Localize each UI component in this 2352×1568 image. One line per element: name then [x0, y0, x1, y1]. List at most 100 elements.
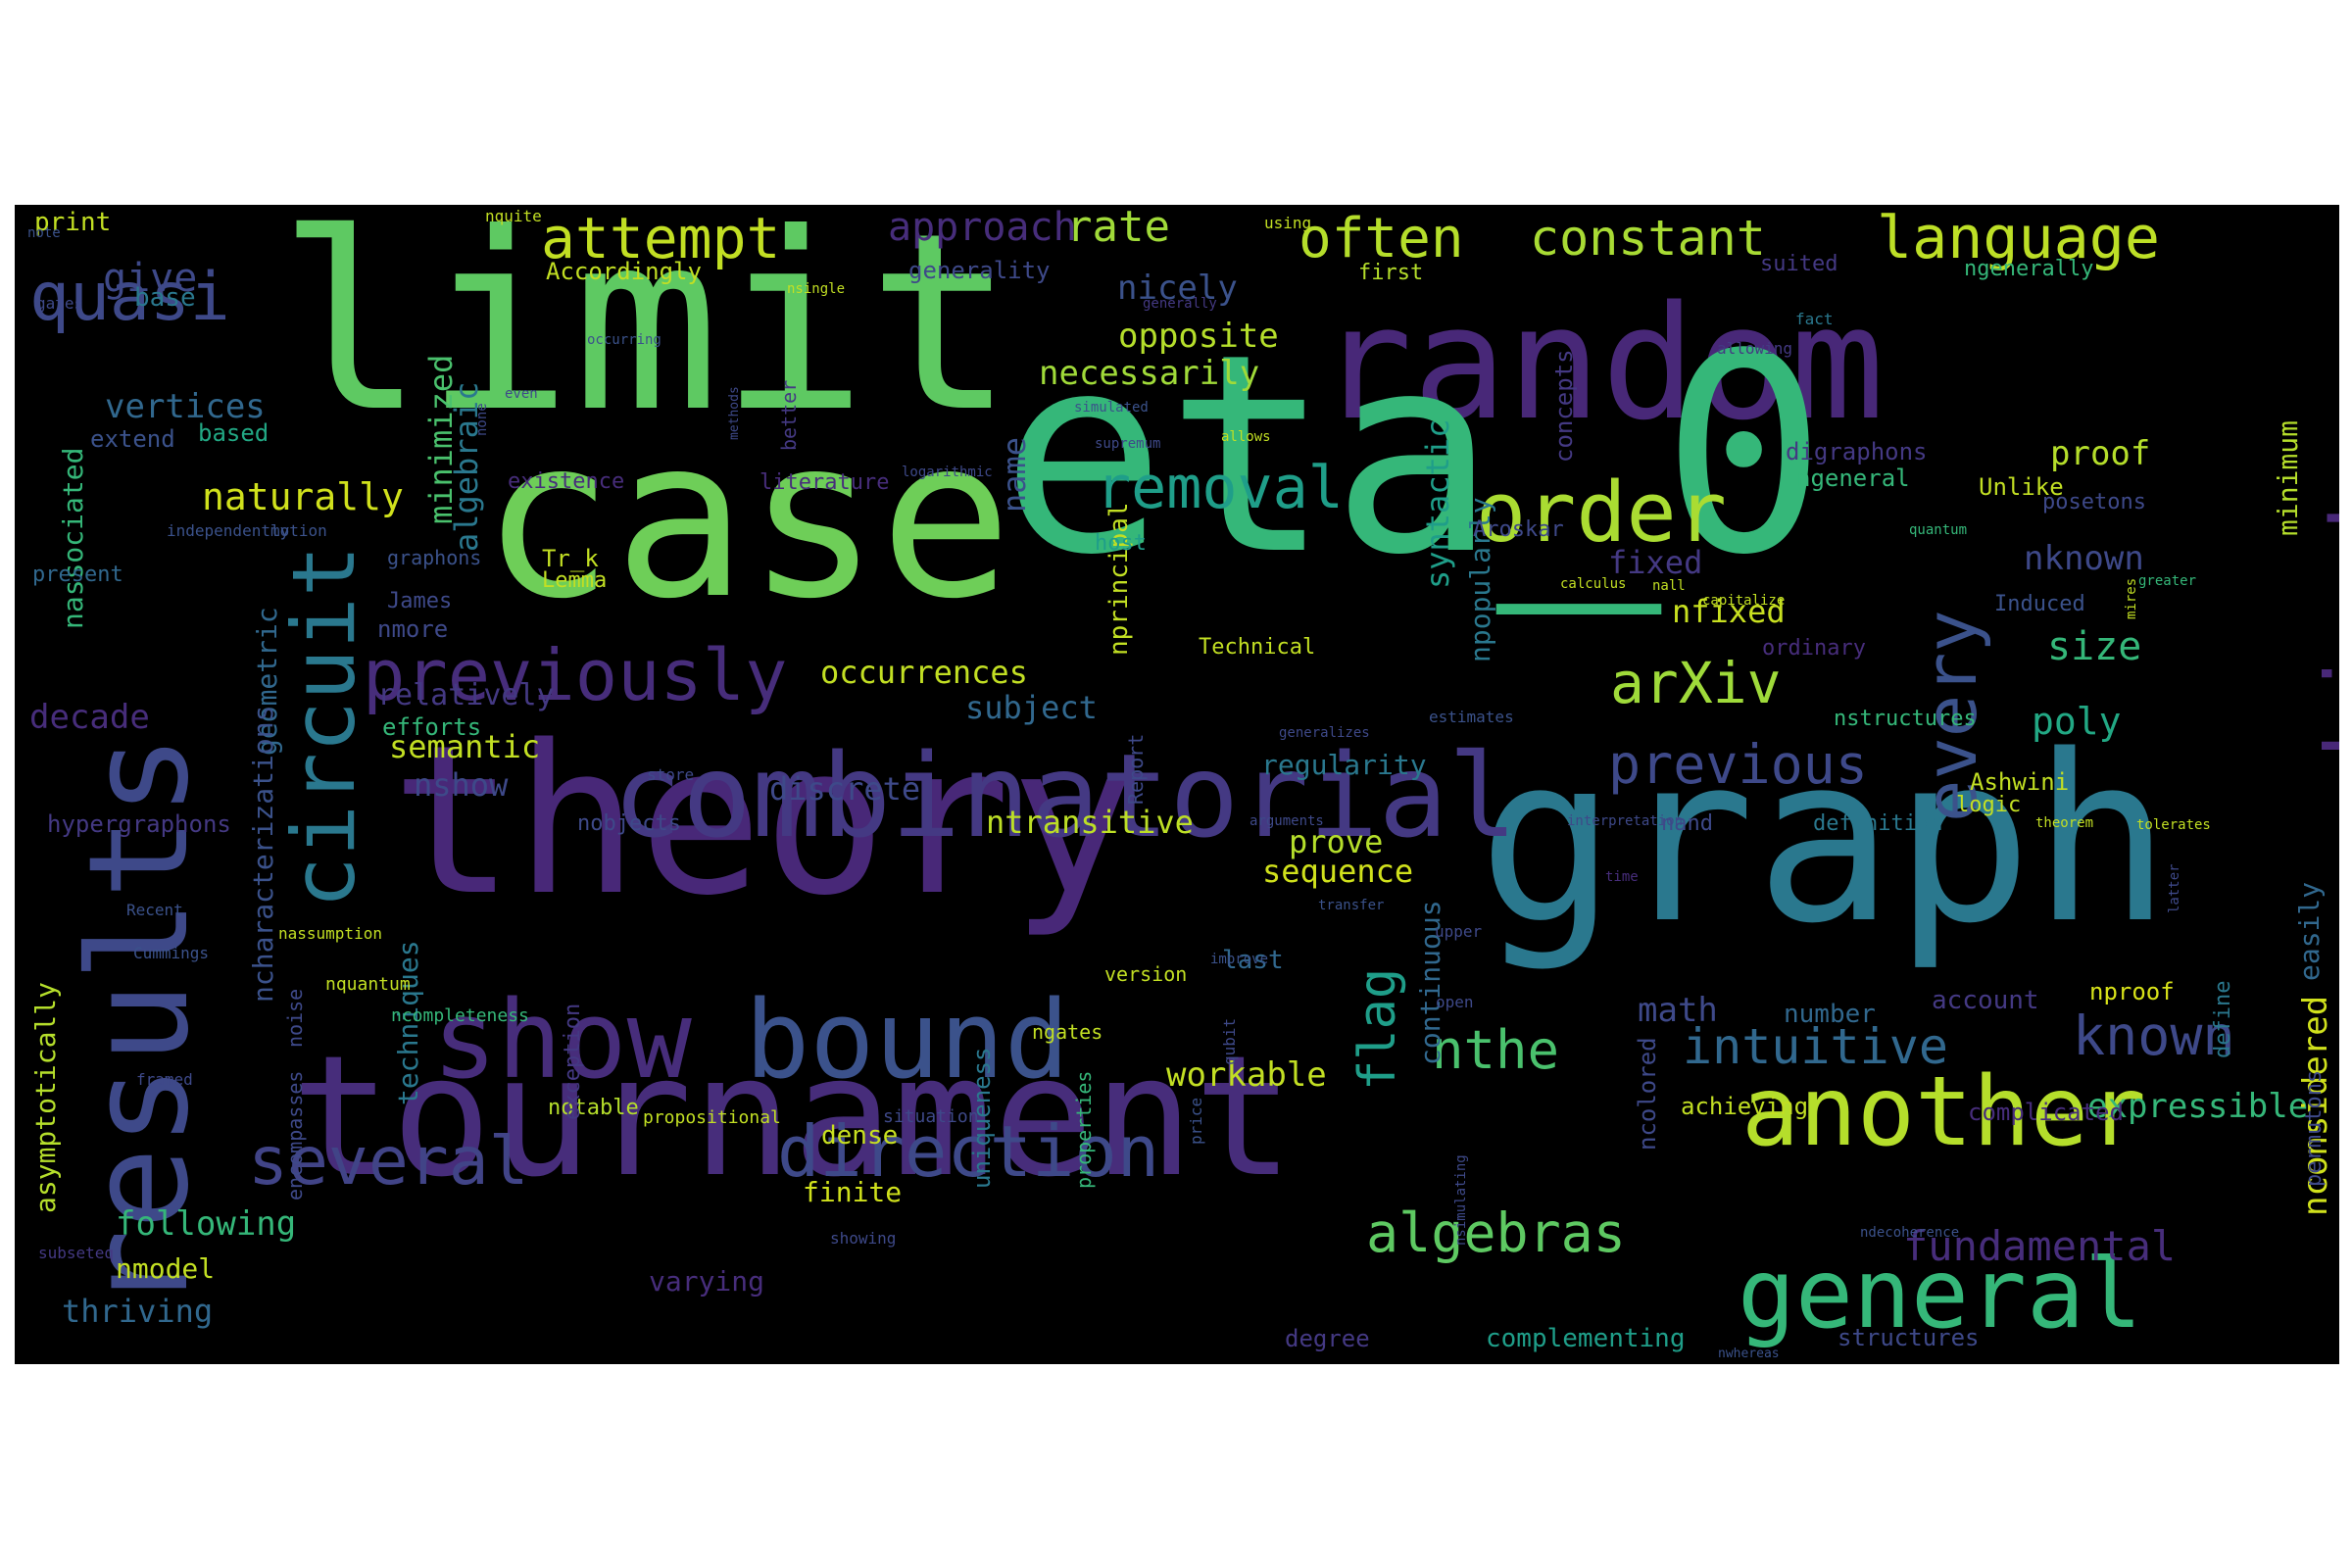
- word-flag: flag: [1348, 967, 1407, 1091]
- word-tournament: tournament: [291, 1020, 1295, 1214]
- word-existence: existence: [508, 469, 625, 494]
- word-accordingly: Accordingly: [546, 258, 702, 285]
- word-opposite: opposite: [1118, 317, 1279, 356]
- word-previous: previous: [1608, 733, 1868, 796]
- word-combinatorial: combinatorial: [612, 728, 1518, 863]
- word-properties: properties: [1072, 1070, 1096, 1189]
- word-nthe: nthe: [1432, 1019, 1560, 1081]
- word-arxiv: arXiv: [1610, 650, 1782, 716]
- word-exception: exception: [561, 1003, 585, 1120]
- word-show: show: [432, 977, 692, 1102]
- word-qubit: qubit: [1220, 1017, 1239, 1065]
- word-nall: nall: [1652, 578, 1686, 594]
- word-simulated: simulated: [1074, 400, 1149, 416]
- word-constant: constant: [1530, 210, 1766, 267]
- word-nquantum: nquantum: [325, 974, 411, 995]
- word-cummings: Cummings: [133, 944, 210, 962]
- word-store: store: [647, 765, 695, 784]
- word-objects: objects: [2307, 432, 2339, 812]
- word-sequence: sequence: [1262, 853, 1414, 890]
- word-structures: structures: [1838, 1324, 1980, 1351]
- word-greater: greater: [2138, 573, 2197, 589]
- word-nsingle: nsingle: [787, 281, 846, 297]
- word-syntactic: syntactic: [1419, 418, 1456, 589]
- word-occurring: occurring: [587, 332, 662, 348]
- word-nproof: nproof: [2089, 978, 2175, 1005]
- word-last: last: [1222, 946, 1284, 975]
- word-logarithmic: logarithmic: [902, 465, 993, 480]
- word-logic: logic: [1956, 793, 2022, 817]
- word-workable: workable: [1166, 1055, 1327, 1095]
- word-extend: extend: [90, 425, 175, 453]
- word-nknown: nknown: [2024, 539, 2144, 578]
- word-independently: independently: [167, 521, 290, 540]
- word-fact: fact: [1795, 310, 1834, 328]
- word-digraphons: digraphons: [1786, 438, 1928, 466]
- word-lemma: Lemma: [542, 568, 608, 593]
- word-previously: previously: [363, 634, 788, 716]
- word-motion: motion: [270, 521, 327, 540]
- word-print: print: [34, 208, 112, 237]
- word-general: general: [1738, 1239, 2143, 1350]
- word-subject: subject: [965, 689, 1098, 726]
- word-upper: upper: [1435, 922, 1483, 941]
- word-arguments: arguments: [1250, 813, 1324, 829]
- word-allows: allows: [1221, 429, 1271, 445]
- word-asymptotically: asymptotically: [29, 981, 62, 1213]
- word-complementing: complementing: [1486, 1324, 1686, 1353]
- word-calculus: calculus: [1560, 576, 1627, 592]
- word-cloud: limit random case eta_0 theory graph tournamen…: [15, 205, 2339, 1364]
- word-number: number: [1784, 1000, 1876, 1029]
- word-encompasses: encompasses: [283, 1070, 307, 1200]
- word-definition: definition: [1813, 811, 1943, 836]
- word-capitalize: capitalize: [1702, 593, 1786, 609]
- word-showing: showing: [830, 1229, 897, 1248]
- word-first: first: [1358, 261, 1424, 285]
- word-fundamental: fundamental: [1903, 1222, 2177, 1270]
- word-nquite: nquite: [485, 207, 542, 225]
- word-proof: proof: [2050, 434, 2151, 473]
- word-account: account: [1932, 986, 2039, 1015]
- word-james: James: [387, 589, 453, 613]
- word-quasi: quasi: [29, 259, 230, 336]
- word-known: known: [2073, 1004, 2235, 1067]
- word-degree: degree: [1285, 1325, 1370, 1352]
- word-notable: notable: [548, 1096, 639, 1120]
- word-price: price: [1187, 1097, 1205, 1145]
- word-nfixed: nfixed: [1672, 593, 1786, 630]
- word-nassumption: nassumption: [278, 924, 382, 943]
- word-expressible: expressible: [2087, 1087, 2309, 1126]
- word-circuit: circuit: [273, 545, 374, 908]
- word-present: present: [32, 563, 123, 587]
- word-nand: nand: [1661, 811, 1713, 836]
- word-graph: graph: [1478, 707, 2172, 974]
- word-easily: easily: [2293, 881, 2326, 981]
- word-thriving: thriving: [62, 1293, 214, 1330]
- word-complicated: complicated: [1968, 1099, 2124, 1126]
- word-theorem: theorem: [2035, 815, 2094, 831]
- word-nicely: nicely: [1117, 269, 1238, 308]
- word-language: language: [1877, 205, 2160, 272]
- word-literature: literature: [760, 470, 890, 495]
- word-poly: poly: [2032, 700, 2122, 743]
- word-nstructures: nstructures: [1834, 707, 1977, 731]
- word-prove: prove: [1289, 823, 1384, 860]
- word-ncharacterizations: ncharacterizations: [247, 705, 279, 1003]
- word-vertices: vertices: [105, 387, 266, 426]
- word-posetons: posetons: [2042, 490, 2146, 514]
- word-transfer: transfer: [1318, 898, 1385, 913]
- word-supremum: supremum: [1095, 436, 1161, 452]
- word-nshow: nshow: [414, 766, 509, 804]
- word-version: version: [1104, 962, 1188, 986]
- word-another: another: [1741, 1056, 2147, 1168]
- word-nsimulating: nsimulating: [1453, 1154, 1469, 1246]
- word-gates: gates: [36, 294, 84, 313]
- word-host: host: [1095, 531, 1147, 556]
- word-name: name: [996, 436, 1033, 513]
- word-latter: latter: [2167, 863, 2182, 913]
- word-ngates: ngates: [1032, 1020, 1103, 1044]
- word-fixed: fixed: [1608, 544, 1703, 581]
- word-induced: Induced: [1994, 592, 2085, 616]
- word-nassociated: nassociated: [57, 447, 89, 629]
- word-framed: framed: [136, 1070, 193, 1089]
